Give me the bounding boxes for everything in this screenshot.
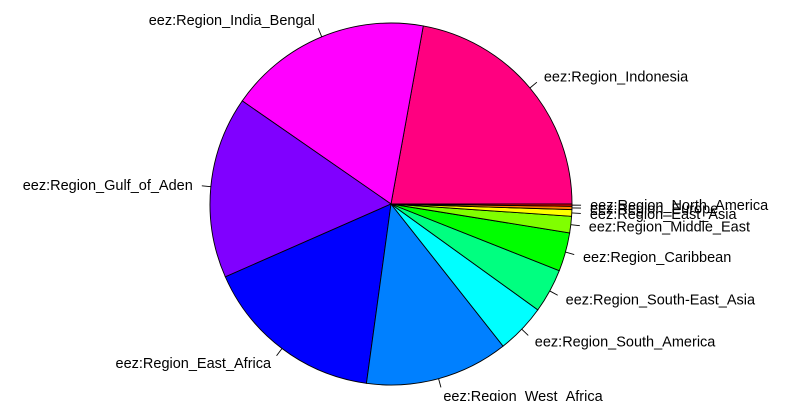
label-tick-eez-region-indonesia	[529, 81, 538, 89]
label-tick-eez-region-caribbean	[565, 251, 575, 255]
slice-label-eez-region-middle-east: eez:Region_Middle_East	[589, 220, 750, 236]
slice-label-eez-region-west-africa: eez:Region_West_Africa	[443, 389, 603, 401]
label-tick-eez-region-gulf-of-aden	[201, 185, 211, 188]
slice-label-eez-region-india-bengal: eez:Region_India_Bengal	[149, 13, 315, 29]
slice-label-eez-region-caribbean: eez:Region_Caribbean	[583, 250, 731, 266]
pie-slice-eez-region-north-america	[390, 203, 573, 207]
pie-slice-eez-region-indonesia	[390, 25, 573, 205]
label-tick-eez-region-east-africa	[276, 348, 283, 357]
slice-label-eez-region-indonesia: eez:Region_Indonesia	[544, 69, 689, 85]
slice-label-eez-region-north-america: eez:Region_North_America	[590, 198, 769, 214]
label-tick-eez-region-south-america	[521, 328, 529, 336]
pie-slice-eez-region-india-bengal	[241, 22, 424, 205]
label-ticks	[201, 28, 582, 388]
slice-label-eez-region-gulf-of-aden: eez:Region_Gulf_of_Aden	[23, 178, 193, 194]
label-tick-eez-region-middle-east	[570, 224, 580, 227]
label-tick-eez-region-south-east-asia	[549, 290, 558, 296]
slice-labels: eez:Region_Indonesia eez:Region_India_Ben…	[23, 13, 769, 401]
slice-label-eez-region-europe: eez:Region_Europe	[590, 201, 718, 217]
slice-label-eez-region-east-africa: eez:Region_East_Africa	[116, 356, 272, 372]
slice-label-eez-region-east-asia: eez:Region_East_Asia	[590, 207, 738, 223]
slice-label-eez-region-south-america: eez:Region_South_America	[535, 335, 716, 351]
label-tick-eez-region-west-africa	[438, 378, 442, 388]
pie-slice-eez-region-west-africa	[365, 202, 504, 386]
slice-label-eez-region-south-east-asia: eez:Region_South-East_Asia	[566, 293, 756, 309]
pie-slice-eez-region-gulf-of-aden	[209, 100, 392, 278]
pie-slice-eez-region-east-africa	[224, 203, 392, 384]
label-tick-eez-region-india-bengal	[317, 28, 323, 37]
pie-slices	[209, 22, 573, 386]
